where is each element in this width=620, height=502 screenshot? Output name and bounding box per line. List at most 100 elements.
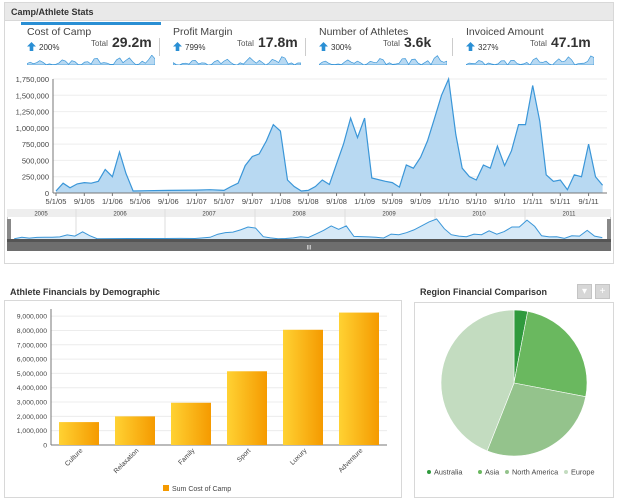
arrow-up-icon — [466, 42, 475, 51]
kpi-row: Cost of Camp 200% Total 29.2m Profit Margin 7… — [5, 22, 613, 66]
arrow-up-icon — [27, 42, 36, 51]
legend-swatch — [163, 485, 169, 491]
kpi-total-label: Total — [91, 39, 108, 48]
kpi-title: Profit Margin — [173, 26, 233, 38]
kpi-sparkline — [319, 55, 447, 65]
legend-label: Sum Cost of Camp — [172, 486, 231, 493]
y-tick-label: 1,000,000 — [17, 428, 47, 435]
navigator-band — [7, 239, 611, 242]
navigator-right-handle[interactable] — [607, 219, 611, 239]
kpi-tab-1[interactable]: Profit Margin 799% Total 17.8m — [167, 22, 307, 66]
bar-culture[interactable] — [59, 422, 99, 445]
x-tick-label: 5/1/11 — [550, 197, 570, 206]
kpi-percent: 200% — [39, 43, 60, 52]
kpi-title: Cost of Camp — [27, 26, 92, 38]
demographic-bar-chart: 9,000,000 8,000,000 7,000,000 6,000,000 5,00… — [17, 309, 387, 493]
y-tick-label: 9,000,000 — [17, 314, 47, 321]
x-tick-label: 9/1/09 — [410, 197, 431, 206]
athlete-financials-panel: Athlete Financials by Demographic 9,000,… — [4, 284, 402, 498]
arrow-up-icon — [173, 42, 182, 51]
legend-marker — [564, 470, 568, 474]
panel-title: Region Financial Comparison — [420, 287, 548, 297]
kpi-percent: 799% — [185, 43, 206, 52]
arrow-up-icon — [319, 42, 328, 51]
x-tick-label: 1/1/06 — [102, 197, 123, 206]
bar-luxury[interactable] — [283, 329, 323, 445]
x-tick-label: 1/1/08 — [270, 197, 291, 206]
bar-sport[interactable] — [227, 371, 267, 445]
pie-slice-europe[interactable] — [440, 309, 515, 452]
x-tick-label: Relaxation — [113, 447, 141, 475]
y-tick-label: 2,000,000 — [17, 414, 47, 421]
y-tick-label: 4,000,000 — [17, 385, 47, 392]
legend-marker — [478, 470, 482, 474]
legend-label: Asia — [485, 468, 500, 477]
panel-title: Camp/Athlete Stats — [5, 3, 613, 21]
x-tick-label: 1/1/09 — [354, 197, 375, 206]
range-navigator[interactable]: 2005 2006 2007 2008 2009 2010 2011 III — [7, 209, 611, 251]
y-tick-label: 8,000,000 — [17, 328, 47, 335]
kpi-title: Invoiced Amount — [466, 26, 544, 38]
x-tick-label: 9/1/08 — [326, 197, 347, 206]
bar-relaxation[interactable] — [115, 416, 155, 445]
panel-title: Athlete Financials by Demographic — [10, 287, 161, 297]
x-tick-label: 1/1/07 — [186, 197, 207, 206]
x-tick-label: 9/1/10 — [494, 197, 515, 206]
x-tick-label: 9/1/11 — [578, 197, 598, 206]
navigator-year-label: 2006 — [113, 212, 127, 218]
y-tick-label: 5,000,000 — [17, 371, 47, 378]
navigator-left-handle[interactable] — [7, 219, 11, 239]
y-tick-label: 250,000 — [22, 173, 49, 182]
navigator-year-band — [7, 209, 611, 217]
bar-adventure[interactable] — [339, 312, 379, 445]
y-tick-label: 0 — [45, 189, 49, 198]
navigator-scrollbar[interactable] — [7, 242, 611, 251]
x-tick-label: Luxury — [289, 447, 309, 467]
series-line — [55, 76, 604, 192]
chart-frame: 9,000,000 8,000,000 7,000,000 6,000,000 5,00… — [4, 300, 402, 498]
scrollbar-grip[interactable]: III — [306, 246, 311, 252]
region-pie-chart: Australia Asia North America Europe — [427, 309, 595, 477]
kpi-total-value: 47.1m — [551, 34, 591, 50]
legend-label: North America — [512, 468, 559, 477]
pie-slice-north-america[interactable] — [486, 382, 587, 457]
x-tick-label: 9/1/05 — [74, 197, 95, 206]
plus-icon[interactable]: + — [595, 284, 610, 299]
kpi-separator — [305, 38, 306, 56]
bar-family[interactable] — [171, 402, 211, 445]
kpi-tab-0[interactable]: Cost of Camp 200% Total 29.2m — [21, 22, 161, 66]
x-tick-label: Culture — [64, 447, 85, 468]
y-tick-label: 1,750,000 — [16, 75, 49, 84]
y-tick-label: 3,000,000 — [17, 400, 47, 407]
kpi-total-label: Total — [383, 39, 400, 48]
kpi-sparkline — [173, 56, 301, 65]
kpi-percent: 327% — [478, 43, 499, 52]
x-tick-label: 5/1/05 — [46, 197, 67, 206]
kpi-separator — [452, 38, 453, 56]
area-fill — [56, 79, 603, 193]
x-tick-label: 1/1/11 — [523, 197, 543, 206]
y-tick-label: 750,000 — [22, 140, 49, 149]
navigator-year-label: 2011 — [563, 212, 577, 218]
kpi-tab-2[interactable]: Number of Athletes 300% Total 3.6k — [313, 22, 453, 66]
legend-marker — [505, 470, 509, 474]
kpi-percent: 300% — [331, 43, 352, 52]
kpi-total-label: Total — [530, 39, 547, 48]
kpi-separator — [159, 38, 160, 56]
kpi-total-label: Total — [237, 39, 254, 48]
y-tick-label: 6,000,000 — [17, 357, 47, 364]
cost-area-chart: 1,750,000 1,500,000 1,250,000 1,000,000 750,… — [16, 75, 607, 206]
kpi-total-value: 29.2m — [112, 34, 152, 50]
kpi-total-value: 3.6k — [404, 34, 432, 50]
legend-marker — [427, 470, 431, 474]
pie-slice-asia[interactable] — [513, 310, 588, 398]
kpi-tab-3[interactable]: Invoiced Amount 327% Total 47.1m — [460, 22, 600, 66]
navigator-year-label: 2005 — [34, 212, 48, 218]
x-tick-label: 9/1/07 — [242, 197, 263, 206]
kpi-total-value: 17.8m — [258, 34, 298, 50]
chevron-down-icon[interactable]: ▾ — [577, 284, 592, 299]
navigator-year-label: 2010 — [472, 212, 486, 218]
x-tick-label: 9/1/06 — [158, 197, 179, 206]
navigator-year-label: 2009 — [382, 212, 396, 218]
region-comparison-panel: Region Financial Comparison ▾ + Australi… — [414, 284, 614, 498]
